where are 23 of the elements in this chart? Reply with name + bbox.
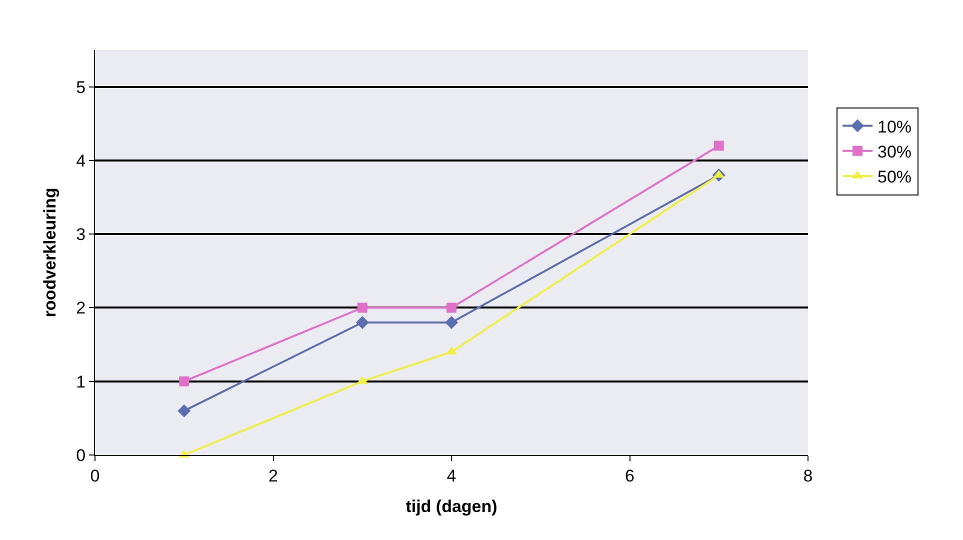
x-axis-title: tijd (dagen) [406, 496, 498, 516]
y-tick-label: 3 [76, 225, 86, 244]
y-tick-label: 4 [76, 151, 86, 170]
x-tick-label: 0 [90, 466, 100, 486]
legend-label: 50% [878, 168, 912, 187]
x-tick-label: 8 [803, 466, 813, 486]
x-tick-label: 4 [446, 466, 456, 486]
y-tick-label: 1 [76, 372, 86, 392]
y-tick-label: 5 [76, 78, 86, 97]
x-tick-label: 6 [625, 466, 634, 486]
point [356, 316, 369, 329]
y-tick-label: 0 [76, 446, 86, 465]
point [446, 302, 456, 313]
legend-label: 30% [878, 142, 912, 162]
point [357, 302, 368, 313]
point [179, 376, 190, 386]
x-tick-label: 2 [268, 466, 278, 486]
y-tick-label: 2 [76, 298, 86, 318]
y-axis-title: roodverkleuring [40, 188, 60, 318]
legend-label: 10% [878, 117, 912, 136]
point [178, 404, 191, 418]
point [714, 140, 724, 151]
point [445, 316, 458, 329]
